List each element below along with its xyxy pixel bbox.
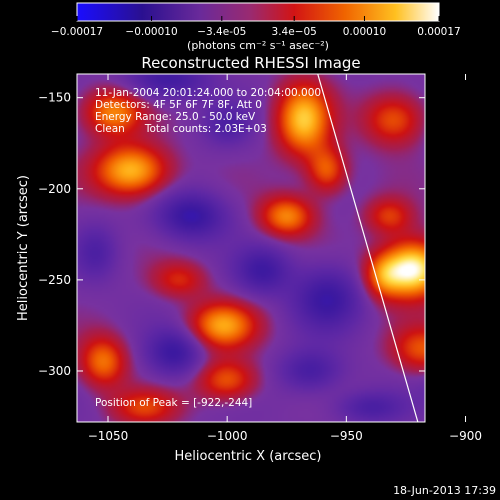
colorbar	[76, 2, 440, 22]
x-axis-label: Heliocentric X (arcsec)	[175, 449, 322, 464]
colorbar-tick-label: 3.4e−05	[272, 26, 317, 38]
x-tick-label: −950	[330, 429, 363, 443]
y-tick-label: −200	[38, 182, 71, 196]
x-tick-label: −1000	[207, 429, 248, 443]
peak-position-label: Position of Peak = [-922,-244]	[95, 397, 252, 409]
solar-limb-line	[317, 74, 419, 422]
x-axis: −1050 −1000 −950 −900	[88, 74, 482, 443]
annotation-time: 11-Jan-2004 20:01:24.000 to 20:04:00.000	[95, 87, 321, 99]
annotation-block: 11-Jan-2004 20:01:24.000 to 20:04:00.000…	[95, 87, 321, 135]
x-tick-label: −1050	[88, 429, 129, 443]
footer-timestamp: 18-Jun-2013 17:39	[393, 484, 496, 497]
y-tick-label: −250	[38, 273, 71, 287]
colorbar-tick-label: −3.4e-05	[197, 26, 246, 38]
colorbar-tick-label: −0.00017	[51, 26, 103, 38]
y-tick-label: −300	[38, 364, 71, 378]
y-axis: −150 −200 −250 −300	[38, 91, 425, 378]
colorbar-ticks: −0.00017 −0.00010 −3.4e-05 3.4e−05 0.00010 0.…	[51, 16, 461, 38]
annotation-energy: Energy Range: 25.0 - 50.0 keV	[95, 111, 256, 123]
colorbar-tick-label: 0.00017	[417, 26, 460, 38]
heatmap-image	[77, 74, 425, 422]
annotation-clean: Clean Total counts: 2.03E+03	[95, 123, 267, 135]
colorbar-tick-label: −0.00010	[125, 26, 177, 38]
chart-title: Reconstructed RHESSI Image	[141, 54, 360, 72]
annotation-detectors: Detectors: 4F 5F 6F 7F 8F, Att 0	[95, 99, 262, 111]
x-tick-label: −900	[449, 429, 482, 443]
colorbar-tick-label: 0.00010	[343, 26, 386, 38]
plot-frame	[76, 73, 426, 423]
y-axis-label: Heliocentric Y (arcsec)	[16, 175, 31, 321]
y-tick-label: −150	[38, 91, 71, 105]
colorbar-unit-label: (photons cm⁻² s⁻¹ asec⁻²)	[187, 39, 329, 52]
